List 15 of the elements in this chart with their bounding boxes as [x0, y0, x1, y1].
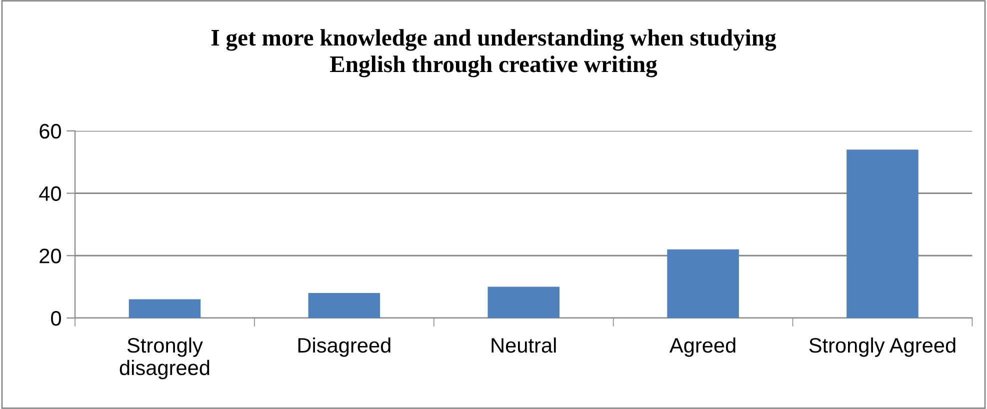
bar	[846, 150, 918, 318]
bar	[128, 299, 201, 318]
y-tick-label: 60	[40, 124, 62, 139]
chart-title: I get more knowledge and understanding when studying English through creative writing	[211, 29, 776, 78]
bar	[308, 293, 380, 318]
bar	[488, 286, 560, 318]
x-tick-label: Neutral	[492, 337, 556, 353]
y-tick-label: 40	[39, 186, 62, 202]
y-tick-label: 0	[51, 311, 62, 326]
x-tick-label: Agreed	[669, 337, 736, 357]
y-tick-label: 20	[40, 248, 62, 264]
x-tick-label: Strongly disagreed	[120, 337, 210, 380]
bar	[667, 249, 739, 318]
x-tick-label: Strongly Agreed	[809, 337, 956, 357]
x-tick-label: Disagreed	[298, 337, 390, 357]
